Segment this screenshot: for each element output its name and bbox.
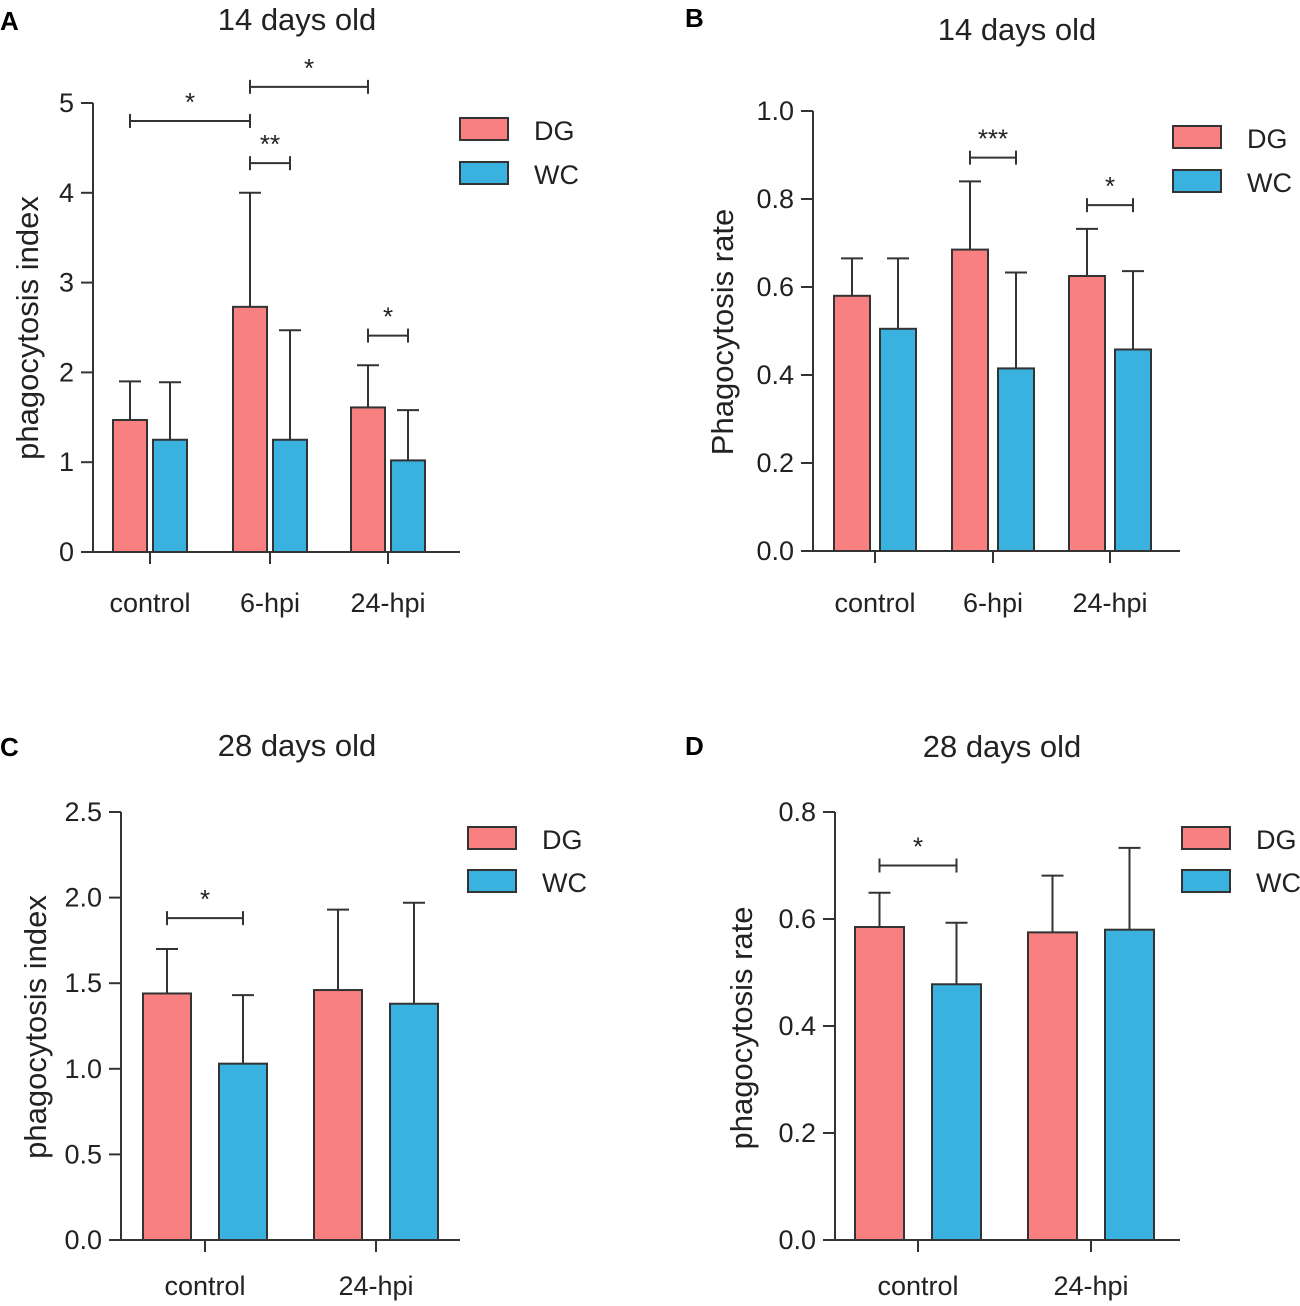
significance-marker: ***	[978, 124, 1008, 154]
y-tick-label-b: 0.0	[756, 536, 794, 566]
chart-title-a: 14 days old	[218, 2, 377, 37]
y-tick-label-c: 1.5	[64, 968, 102, 998]
x-tick-label-b: 6-hpi	[963, 588, 1023, 618]
y-tick-label-a: 0	[59, 537, 74, 567]
significance-marker: *	[1105, 171, 1115, 201]
bar-dg-control	[142, 992, 192, 1241]
bar-dg-24-hpi	[1068, 275, 1106, 552]
bar-dg-24-hpi	[313, 989, 363, 1241]
chart-title-b: 14 days old	[938, 12, 1097, 47]
significance-marker: *	[185, 87, 195, 117]
bar-wc-control	[152, 438, 188, 553]
legend-swatch-dg	[467, 826, 517, 850]
y-tick-label-a: 4	[59, 178, 74, 208]
y-tick-label-b: 0.8	[756, 184, 794, 214]
y-tick-label-b: 0.6	[756, 272, 794, 302]
y-axis-label-d: phagocytosis rate	[724, 907, 759, 1150]
panel-b: B 14 days old Phagocytosis rate 0.0 0.2 0.4 0.…	[650, 0, 1300, 653]
y-tick-label-d: 0.8	[778, 797, 816, 827]
y-axis-label-c: phagocytosis index	[18, 895, 53, 1159]
panel-label-c: C	[0, 732, 19, 762]
significance-marker: *	[304, 53, 314, 83]
y-tick-label-c: 2.0	[64, 883, 102, 913]
bar-dg-24-hpi	[1027, 931, 1078, 1241]
legend-swatch-dg	[1181, 826, 1231, 850]
chart-title-d: 28 days old	[923, 729, 1082, 764]
bar-wc-6-hpi	[997, 367, 1035, 552]
y-tick-label-c: 0.0	[64, 1225, 102, 1255]
y-tick-label-a: 3	[59, 268, 74, 298]
legend-swatch-wc	[459, 161, 509, 185]
bar-wc-24-hpi	[1114, 348, 1152, 553]
panel-c: C 28 days old phagocytosis index 0.0 0.5 1.0 1…	[0, 653, 650, 1306]
chart-a: A 14 days old phagocytosis index 0 1 2 3 4 5 cont…	[0, 2, 579, 618]
x-tick-label-b: control	[834, 588, 915, 618]
panel-a: A 14 days old phagocytosis index 0 1 2 3 4 5 cont…	[0, 0, 650, 653]
y-tick-label-b: 0.2	[756, 448, 794, 478]
x-tick-label-b: 24-hpi	[1072, 588, 1147, 618]
y-axis-label-a: phagocytosis index	[10, 196, 45, 460]
y-tick-label-a: 1	[59, 447, 74, 477]
bar-wc-6-hpi	[272, 438, 308, 553]
chart-b: B 14 days old Phagocytosis rate 0.0 0.2 0.4 0.…	[685, 3, 1292, 618]
legend-label-dg: DG	[534, 116, 575, 146]
bar-dg-24-hpi	[350, 406, 386, 553]
x-tick-label-d: 24-hpi	[1053, 1271, 1128, 1301]
bar-dg-6-hpi	[232, 305, 268, 554]
legend-swatch-dg	[1172, 125, 1222, 149]
y-tick-label-c: 0.5	[64, 1139, 102, 1169]
x-tick-label-c: 24-hpi	[338, 1271, 413, 1301]
panel-label-a: A	[0, 6, 19, 36]
legend-swatch-wc	[1172, 169, 1222, 193]
x-tick-label-a: 24-hpi	[350, 588, 425, 618]
legend-label-dg: DG	[1256, 825, 1297, 855]
bar-dg-control	[854, 926, 905, 1241]
legend-label-wc: WC	[1256, 868, 1300, 898]
x-tick-label-a: 6-hpi	[240, 588, 300, 618]
panel-label-b: B	[685, 3, 704, 33]
bar-wc-24-hpi	[389, 1002, 439, 1241]
y-axis-label-b: Phagocytosis rate	[705, 209, 740, 455]
significance-marker: **	[260, 129, 280, 159]
legend-label-wc: WC	[1247, 168, 1292, 198]
significance-marker: *	[913, 832, 923, 862]
bar-wc-24-hpi	[390, 459, 426, 553]
y-tick-label-c: 1.0	[64, 1054, 102, 1084]
significance-marker: *	[200, 884, 210, 914]
chart-d: D 28 days old phagocytosis rate 0.0 0.2 0.4 0.…	[685, 729, 1300, 1301]
x-tick-label-d: control	[877, 1271, 958, 1301]
bar-dg-6-hpi	[951, 248, 989, 552]
y-tick-label-d: 0.0	[778, 1225, 816, 1255]
legend-label-dg: DG	[1247, 124, 1288, 154]
significance-marker: *	[383, 302, 393, 332]
bar-wc-control	[218, 1062, 268, 1241]
legend-label-dg: DG	[542, 825, 583, 855]
legend-swatch-dg	[459, 117, 509, 141]
y-tick-label-d: 0.6	[778, 904, 816, 934]
y-tick-label-b: 0.4	[756, 360, 794, 390]
bar-wc-24-hpi	[1104, 928, 1155, 1241]
y-tick-label-d: 0.2	[778, 1118, 816, 1148]
x-tick-label-c: control	[164, 1271, 245, 1301]
y-tick-label-a: 5	[59, 88, 74, 118]
legend-swatch-wc	[467, 869, 517, 893]
legend-label-wc: WC	[534, 160, 579, 190]
x-tick-label-a: control	[109, 588, 190, 618]
chart-title-c: 28 days old	[218, 728, 377, 763]
y-tick-label-a: 2	[59, 357, 74, 387]
panel-d: D 28 days old phagocytosis rate 0.0 0.2 0.4 0.…	[650, 653, 1300, 1306]
bar-dg-control	[833, 294, 871, 552]
y-tick-label-b: 1.0	[756, 96, 794, 126]
y-tick-label-d: 0.4	[778, 1011, 816, 1041]
legend-label-wc: WC	[542, 868, 587, 898]
bar-wc-control	[879, 327, 917, 552]
y-tick-label-c: 2.5	[64, 797, 102, 827]
bar-dg-control	[112, 418, 148, 553]
chart-c: C 28 days old phagocytosis index 0.0 0.5 1.0 1…	[0, 728, 587, 1301]
legend-swatch-wc	[1181, 869, 1231, 893]
bar-wc-control	[931, 983, 982, 1241]
panel-label-d: D	[685, 731, 704, 761]
